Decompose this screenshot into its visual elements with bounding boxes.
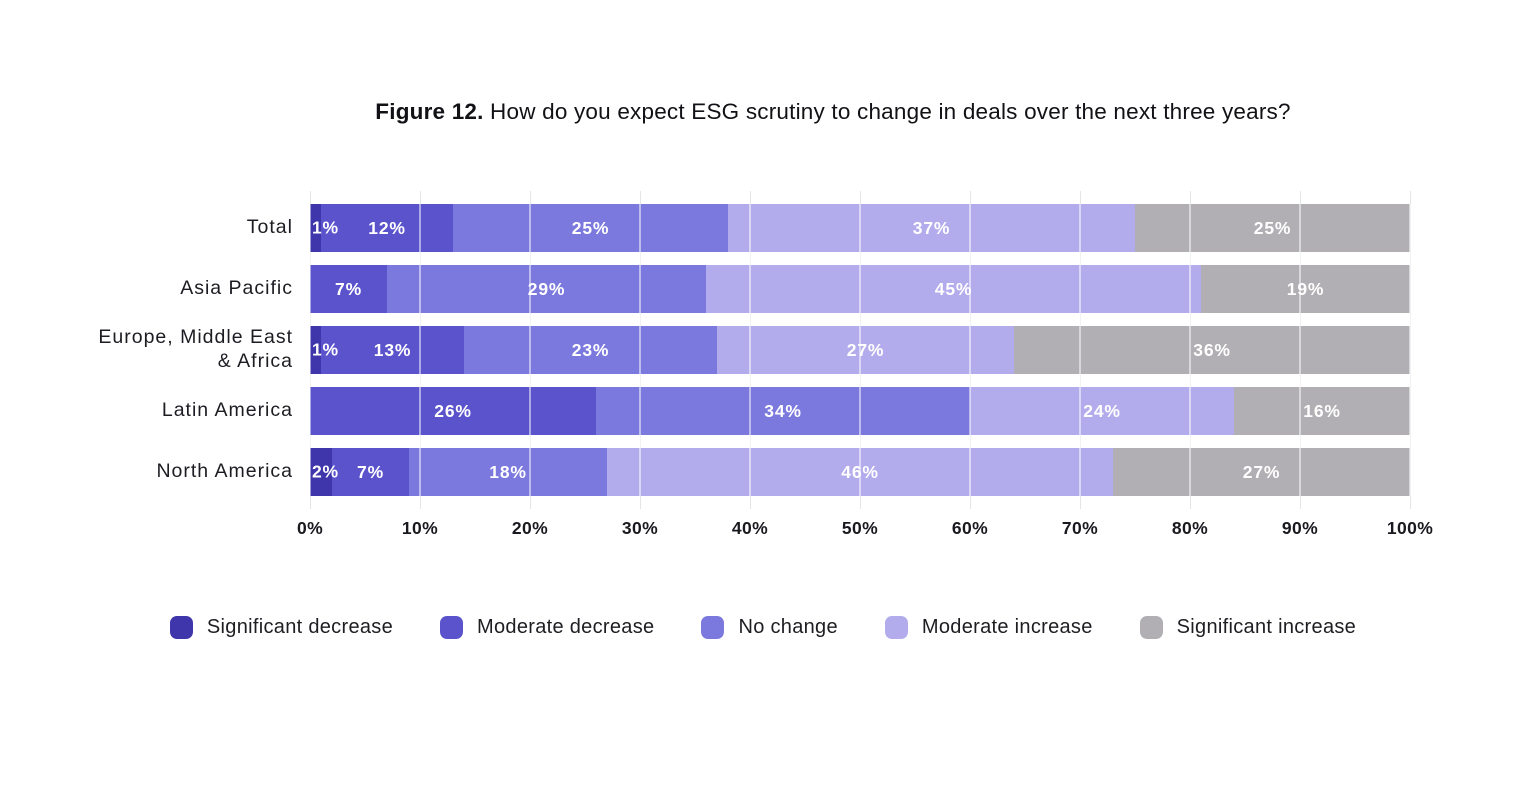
- figure-title-text: How do you expect ESG scrutiny to change…: [483, 99, 1291, 124]
- chart-area: Total Asia Pacific Europe, Middle East & A…: [80, 191, 1526, 509]
- bar-segment-label: 1%: [312, 339, 339, 360]
- bar-segment: 45%: [706, 265, 1201, 313]
- x-axis-tick: 60%: [951, 518, 989, 538]
- bar-segment-label: 16%: [1303, 400, 1341, 421]
- bar-segment-label: 26%: [434, 400, 472, 421]
- bar-segment-label: 36%: [1193, 339, 1231, 360]
- x-axis-tick: 10%: [401, 518, 439, 538]
- legend-swatch: [440, 616, 464, 639]
- legend-label: Moderate increase: [921, 616, 1093, 638]
- legend-swatch: [884, 616, 908, 639]
- legend-item: Significant decrease: [169, 616, 394, 639]
- bar-segment: 24%: [970, 387, 1234, 435]
- legend-label: Significant decrease: [206, 616, 394, 638]
- x-axis-tick: 70%: [1061, 518, 1099, 538]
- bar-segment: 27%: [1113, 448, 1410, 496]
- bar-segment: 36%: [1014, 326, 1410, 374]
- bar-segment-label: 37%: [912, 217, 951, 238]
- bar-segment: 12%: [321, 204, 453, 252]
- bar-segment: 19%: [1201, 265, 1410, 313]
- x-axis-tick: 50%: [841, 518, 879, 538]
- bar-segment: 7%: [310, 265, 387, 313]
- bar-segment-label: 2%: [312, 461, 339, 482]
- bar-row: 1% 13% 23% 27% 36%: [310, 326, 1410, 374]
- figure-title-prefix: Figure 12.: [375, 99, 484, 124]
- x-axis-tick: 30%: [621, 518, 659, 538]
- figure-title: Figure 12. How do you expect ESG scrutin…: [0, 98, 1526, 126]
- bar-segment-label: 24%: [1083, 400, 1121, 421]
- bar-segment-label: 25%: [571, 217, 610, 238]
- bar-segment-label: 19%: [1286, 278, 1325, 299]
- bar-segment: 37%: [728, 204, 1135, 252]
- category-label: Total: [246, 216, 293, 239]
- bar-segment-label: 34%: [764, 400, 802, 421]
- bar-segment-label: 7%: [335, 278, 362, 299]
- category-label: Europe, Middle East & Africa: [98, 326, 293, 372]
- bar-segment-label: 46%: [841, 461, 879, 482]
- category-label: Asia Pacific: [180, 277, 293, 300]
- bar-segment-label: 23%: [571, 339, 610, 360]
- x-axis-tick: 0%: [296, 518, 324, 538]
- x-axis: 0% 10% 20% 30% 40% 50% 60% 70% 80% 90% 100%: [297, 518, 1433, 544]
- x-axis-tick: 100%: [1386, 518, 1434, 538]
- bar-segment-label: 12%: [368, 217, 406, 238]
- figure-12-chart: Figure 12. How do you expect ESG scrutin…: [0, 98, 1526, 639]
- bar-segment: 7%: [332, 448, 409, 496]
- bar-segment: 1%: [310, 204, 338, 252]
- bar-row: 1% 12% 25% 37% 25%: [310, 204, 1410, 252]
- legend-swatch: [701, 616, 725, 639]
- bar-segment: 26%: [310, 387, 596, 435]
- bar-row: 26% 34% 24% 16%: [310, 387, 1410, 435]
- x-axis-tick: 90%: [1281, 518, 1319, 538]
- bar-segment: 18%: [409, 448, 607, 496]
- bar-segment-label: 45%: [934, 278, 973, 299]
- bar-segment: 25%: [1135, 204, 1410, 252]
- bar-segment-label: 7%: [357, 461, 384, 482]
- legend-label: Significant increase: [1176, 616, 1357, 638]
- bar-segment-label: 18%: [489, 461, 527, 482]
- bar-segment: 1%: [310, 326, 338, 374]
- bar-segment: 34%: [596, 387, 970, 435]
- category-label: North America: [156, 460, 293, 483]
- x-axis-tick: 20%: [511, 518, 549, 538]
- category-labels: Total Asia Pacific Europe, Middle East & A…: [80, 204, 310, 509]
- category-label: Latin America: [161, 399, 293, 422]
- bar-segment: 23%: [464, 326, 717, 374]
- legend-item: No change: [701, 616, 838, 639]
- bar-segment-label: 1%: [312, 217, 339, 238]
- legend: Significant decrease Moderate decrease No …: [0, 616, 1526, 639]
- bar-segment: 29%: [387, 265, 706, 313]
- bars: 1% 12% 25% 37% 25% 7% 29% 45% 19% 1% 13% 23% 27% 36% 2…: [309, 204, 1411, 496]
- bar-segment-label: 25%: [1253, 217, 1292, 238]
- bar-segment-label: 27%: [1242, 461, 1281, 482]
- bar-segment: 16%: [1234, 387, 1410, 435]
- legend-label: No change: [738, 616, 838, 638]
- bar-segment-label: 29%: [527, 278, 566, 299]
- bar-segment: 46%: [607, 448, 1113, 496]
- legend-label: Moderate decrease: [477, 616, 655, 638]
- legend-item: Moderate decrease: [440, 616, 654, 639]
- bar-segment-label: 27%: [846, 339, 885, 360]
- gridline: [1410, 191, 1411, 509]
- x-axis-tick: 40%: [731, 518, 769, 538]
- bar-segment: 2%: [310, 448, 338, 496]
- bar-segment-label: 13%: [373, 339, 412, 360]
- bar-segment: 25%: [453, 204, 728, 252]
- legend-swatch: [169, 616, 193, 639]
- bar-row: 7% 29% 45% 19%: [310, 265, 1410, 313]
- x-axis-tick: 80%: [1171, 518, 1209, 538]
- bar-segment: 13%: [321, 326, 464, 374]
- legend-item: Significant increase: [1139, 616, 1357, 639]
- bar-row: 2% 7% 18% 46% 27%: [310, 448, 1410, 496]
- legend-swatch: [1139, 616, 1163, 639]
- legend-item: Moderate increase: [884, 616, 1093, 639]
- bar-segment: 27%: [717, 326, 1014, 374]
- plot-area: 1% 12% 25% 37% 25% 7% 29% 45% 19% 1% 13% 23% 27% 36% 2…: [309, 191, 1411, 509]
